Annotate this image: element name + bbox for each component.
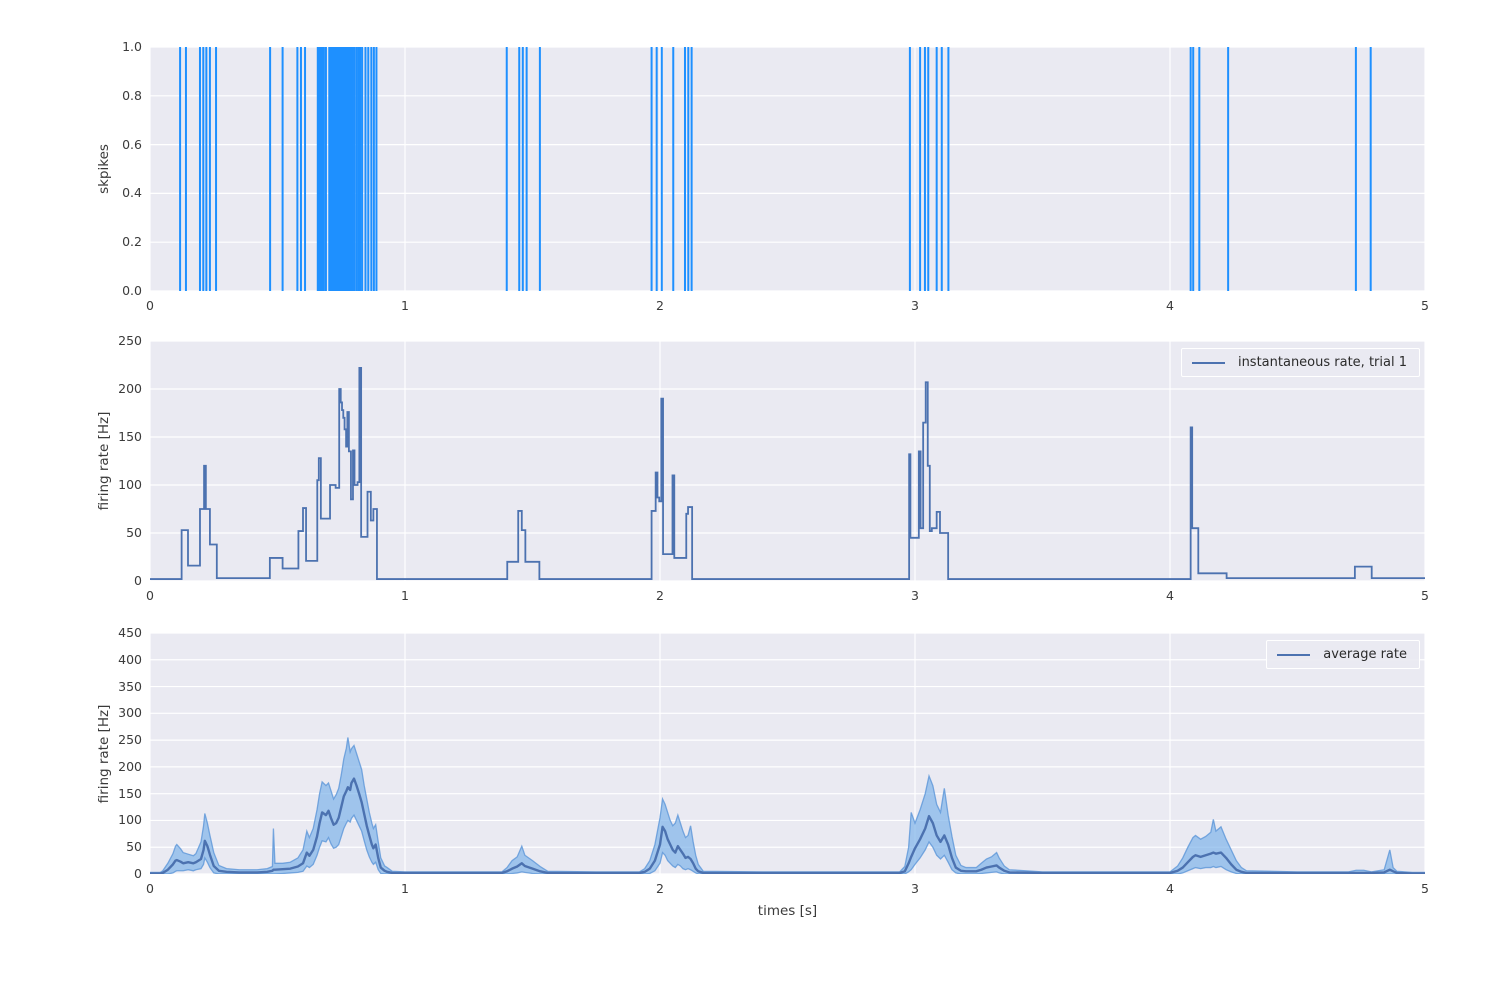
y-axis-label-firing-rate-1: firing rate [Hz] [96,411,112,511]
legend-label: instantaneous rate, trial 1 [1237,355,1407,370]
y-tick-label: 450 [118,625,142,640]
x-tick-label: 4 [1166,298,1174,313]
legend-line-swatch [1277,653,1311,656]
x-tick-label: 1 [401,881,409,896]
x-tick-label: 1 [401,298,409,313]
y-tick-label: 100 [118,477,142,492]
x-tick-label: 3 [911,588,919,603]
y-tick-label: 250 [118,333,142,348]
x-tick-label: 0 [146,881,154,896]
legend-average-rate: average rate [1266,640,1420,669]
y-tick-label: 0 [134,573,142,588]
legend-line-swatch [1191,361,1225,364]
legend-instantaneous-rate: instantaneous rate, trial 1 [1180,348,1420,377]
x-tick-label: 5 [1421,298,1429,313]
instantaneous-rate-plot: firing rate [Hz] instantaneous rate, tri… [96,333,1429,603]
x-tick-label: 5 [1421,881,1429,896]
y-tick-label: 250 [118,732,142,748]
y-tick-label: 0 [134,866,142,881]
spike-raster-canvas [150,47,1425,291]
y-tick-label: 150 [118,429,142,444]
y-tick-label: 200 [118,758,142,774]
y-tick-label: 400 [118,651,142,667]
y-tick-label: 0.4 [122,185,142,201]
x-axis-label: times [s] [757,903,818,919]
y-tick-label: 200 [118,381,142,396]
y-tick-label: 0.2 [122,234,142,250]
spike-raster-plot: skpikes 0.0 0.2 0.4 0.6 0.8 1.0 0 1 2 3 4 5 [96,39,1429,313]
x-tick-label: 0 [146,298,154,313]
x-tick-label: 1 [401,588,409,603]
y-tick-label: 0.6 [122,136,142,152]
y-tick-label: 150 [118,785,142,801]
legend-label: average rate [1323,647,1407,662]
average-rate-plot: firing rate [Hz] average rate times [s] … [96,625,1429,919]
y-tick-label: 300 [118,705,142,721]
instantaneous-rate-canvas [150,341,1425,581]
y-tick-label: 350 [118,678,142,694]
average-rate-canvas [150,633,1425,874]
x-tick-label: 2 [656,588,664,603]
y-tick-label: 0.8 [122,87,142,103]
x-tick-label: 2 [656,881,664,896]
y-tick-label: 100 [118,812,142,828]
x-tick-label: 5 [1421,588,1429,603]
y-tick-label: 1.0 [122,39,142,54]
x-tick-label: 0 [146,588,154,603]
x-tick-label: 4 [1166,881,1174,896]
y-tick-label: 50 [126,525,142,540]
x-tick-label: 2 [656,298,664,313]
x-tick-label: 4 [1166,588,1174,603]
x-tick-label: 3 [911,298,919,313]
x-tick-label: 3 [911,881,919,896]
y-tick-label: 50 [126,839,142,855]
y-tick-label: 0.0 [122,283,142,298]
